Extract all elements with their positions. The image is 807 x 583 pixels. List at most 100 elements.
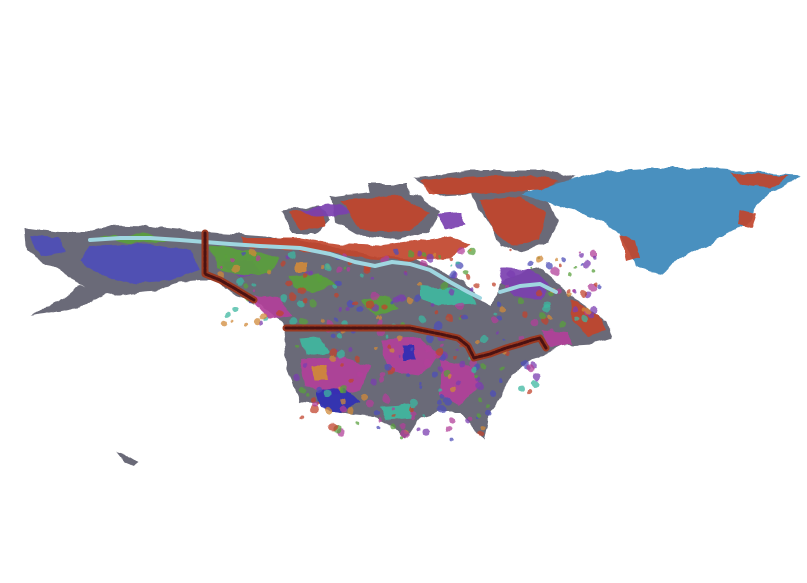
unit-speck	[289, 292, 297, 301]
unit-speck	[416, 282, 422, 288]
unit-speck	[431, 371, 437, 377]
unit-speck	[497, 301, 501, 306]
unit-speck	[448, 416, 456, 423]
unit-speck	[572, 290, 576, 294]
unit-speck	[474, 283, 481, 290]
unit-speck	[535, 254, 544, 263]
unit-speck	[365, 300, 375, 309]
us-canada-border[interactable]	[284, 326, 548, 360]
unit-speck	[376, 424, 381, 429]
unit-speck	[489, 390, 496, 397]
unit-speck	[370, 379, 377, 386]
geologic-unit-arctic-red[interactable]	[480, 196, 546, 246]
unit-speck	[280, 260, 287, 267]
unit-speck	[253, 317, 261, 326]
tree-line-layer	[88, 236, 558, 300]
arctic-island-parry[interactable]	[368, 184, 410, 198]
unit-speck	[521, 311, 529, 318]
unit-speck	[424, 343, 432, 352]
unit-speck	[343, 252, 348, 257]
geologic-unit-teal[interactable]	[300, 336, 330, 356]
geologic-unit-orange[interactable]	[296, 262, 306, 272]
unit-speck	[252, 289, 256, 293]
unit-speck	[374, 315, 378, 319]
unit-speck	[592, 256, 596, 261]
geologic-unit-teal[interactable]	[380, 404, 412, 420]
unit-speck	[296, 300, 304, 308]
unit-speck	[449, 271, 457, 278]
geologic-unit-magenta[interactable]	[440, 360, 480, 404]
unit-speck	[342, 266, 346, 270]
unit-speck	[450, 438, 454, 442]
unit-speck	[527, 389, 532, 394]
unit-speck	[410, 347, 413, 351]
unit-speck	[444, 397, 453, 406]
unit-speck	[547, 315, 552, 320]
unit-speck	[456, 302, 465, 310]
alaska-peninsula	[30, 286, 110, 316]
geologic-unit-arctic-red[interactable]	[340, 196, 430, 232]
geologic-unit-green[interactable]	[210, 246, 280, 276]
greenland-landmass[interactable]	[522, 168, 800, 274]
unit-speck	[499, 379, 503, 383]
geologic-unit-purple[interactable]	[438, 212, 466, 230]
unit-speck	[531, 379, 539, 387]
geologic-unit-blue-violet[interactable]	[30, 236, 66, 256]
geologic-unit-teal[interactable]	[420, 286, 476, 306]
tree-line-boundary[interactable]	[88, 236, 482, 300]
unit-speck	[360, 273, 365, 278]
unit-speck	[341, 398, 347, 404]
unit-speck	[293, 374, 301, 382]
unit-speck	[476, 412, 482, 418]
unit-speck	[296, 343, 300, 348]
unit-speck	[392, 249, 399, 255]
unit-speck	[463, 270, 469, 276]
unit-speck	[456, 262, 461, 267]
unit-speck	[373, 347, 378, 352]
unit-speck	[330, 333, 336, 339]
unit-speck	[309, 405, 318, 414]
unit-speck	[309, 300, 317, 308]
geologic-unit-arctic-red[interactable]	[420, 176, 560, 194]
unit-speck	[378, 417, 382, 422]
unit-speck	[399, 435, 404, 439]
unit-speck	[481, 425, 486, 430]
unit-speck	[302, 363, 308, 368]
unit-speck	[221, 319, 228, 326]
alaska-canada-border[interactable]	[203, 231, 256, 302]
unit-speck	[580, 263, 584, 266]
unit-speck	[248, 248, 256, 256]
unit-speck	[355, 355, 362, 362]
unit-speck	[441, 394, 446, 400]
unit-speck	[391, 301, 395, 305]
unit-speck	[336, 266, 342, 272]
unit-speck	[561, 257, 567, 263]
unit-speck	[432, 322, 442, 331]
unit-speck	[299, 287, 307, 296]
unit-speck	[470, 366, 478, 373]
unit-speck	[416, 426, 422, 432]
unit-speck	[289, 317, 298, 326]
unit-speck	[356, 370, 363, 377]
unit-speck	[532, 372, 541, 380]
geologic-unit-arctic-red[interactable]	[620, 236, 640, 262]
unit-speck	[339, 363, 343, 367]
tree-line-boundary-east[interactable]	[498, 282, 558, 294]
unit-speck	[422, 252, 428, 258]
unit-speck	[345, 306, 350, 311]
geologic-unit-purple[interactable]	[300, 204, 350, 218]
geologic-unit-arctic-red[interactable]	[730, 172, 790, 188]
unit-speck	[530, 267, 533, 270]
unit-speck	[302, 272, 308, 279]
geologic-unit-orange[interactable]	[312, 366, 328, 380]
unit-speck	[582, 261, 590, 269]
geologic-unit-arctic-red[interactable]	[738, 210, 756, 228]
unit-speck	[486, 403, 491, 408]
geologic-unit-magenta[interactable]	[540, 330, 574, 348]
geologic-unit-blue-violet[interactable]	[80, 244, 200, 284]
unit-speck	[480, 363, 486, 369]
unit-speck	[267, 269, 272, 274]
